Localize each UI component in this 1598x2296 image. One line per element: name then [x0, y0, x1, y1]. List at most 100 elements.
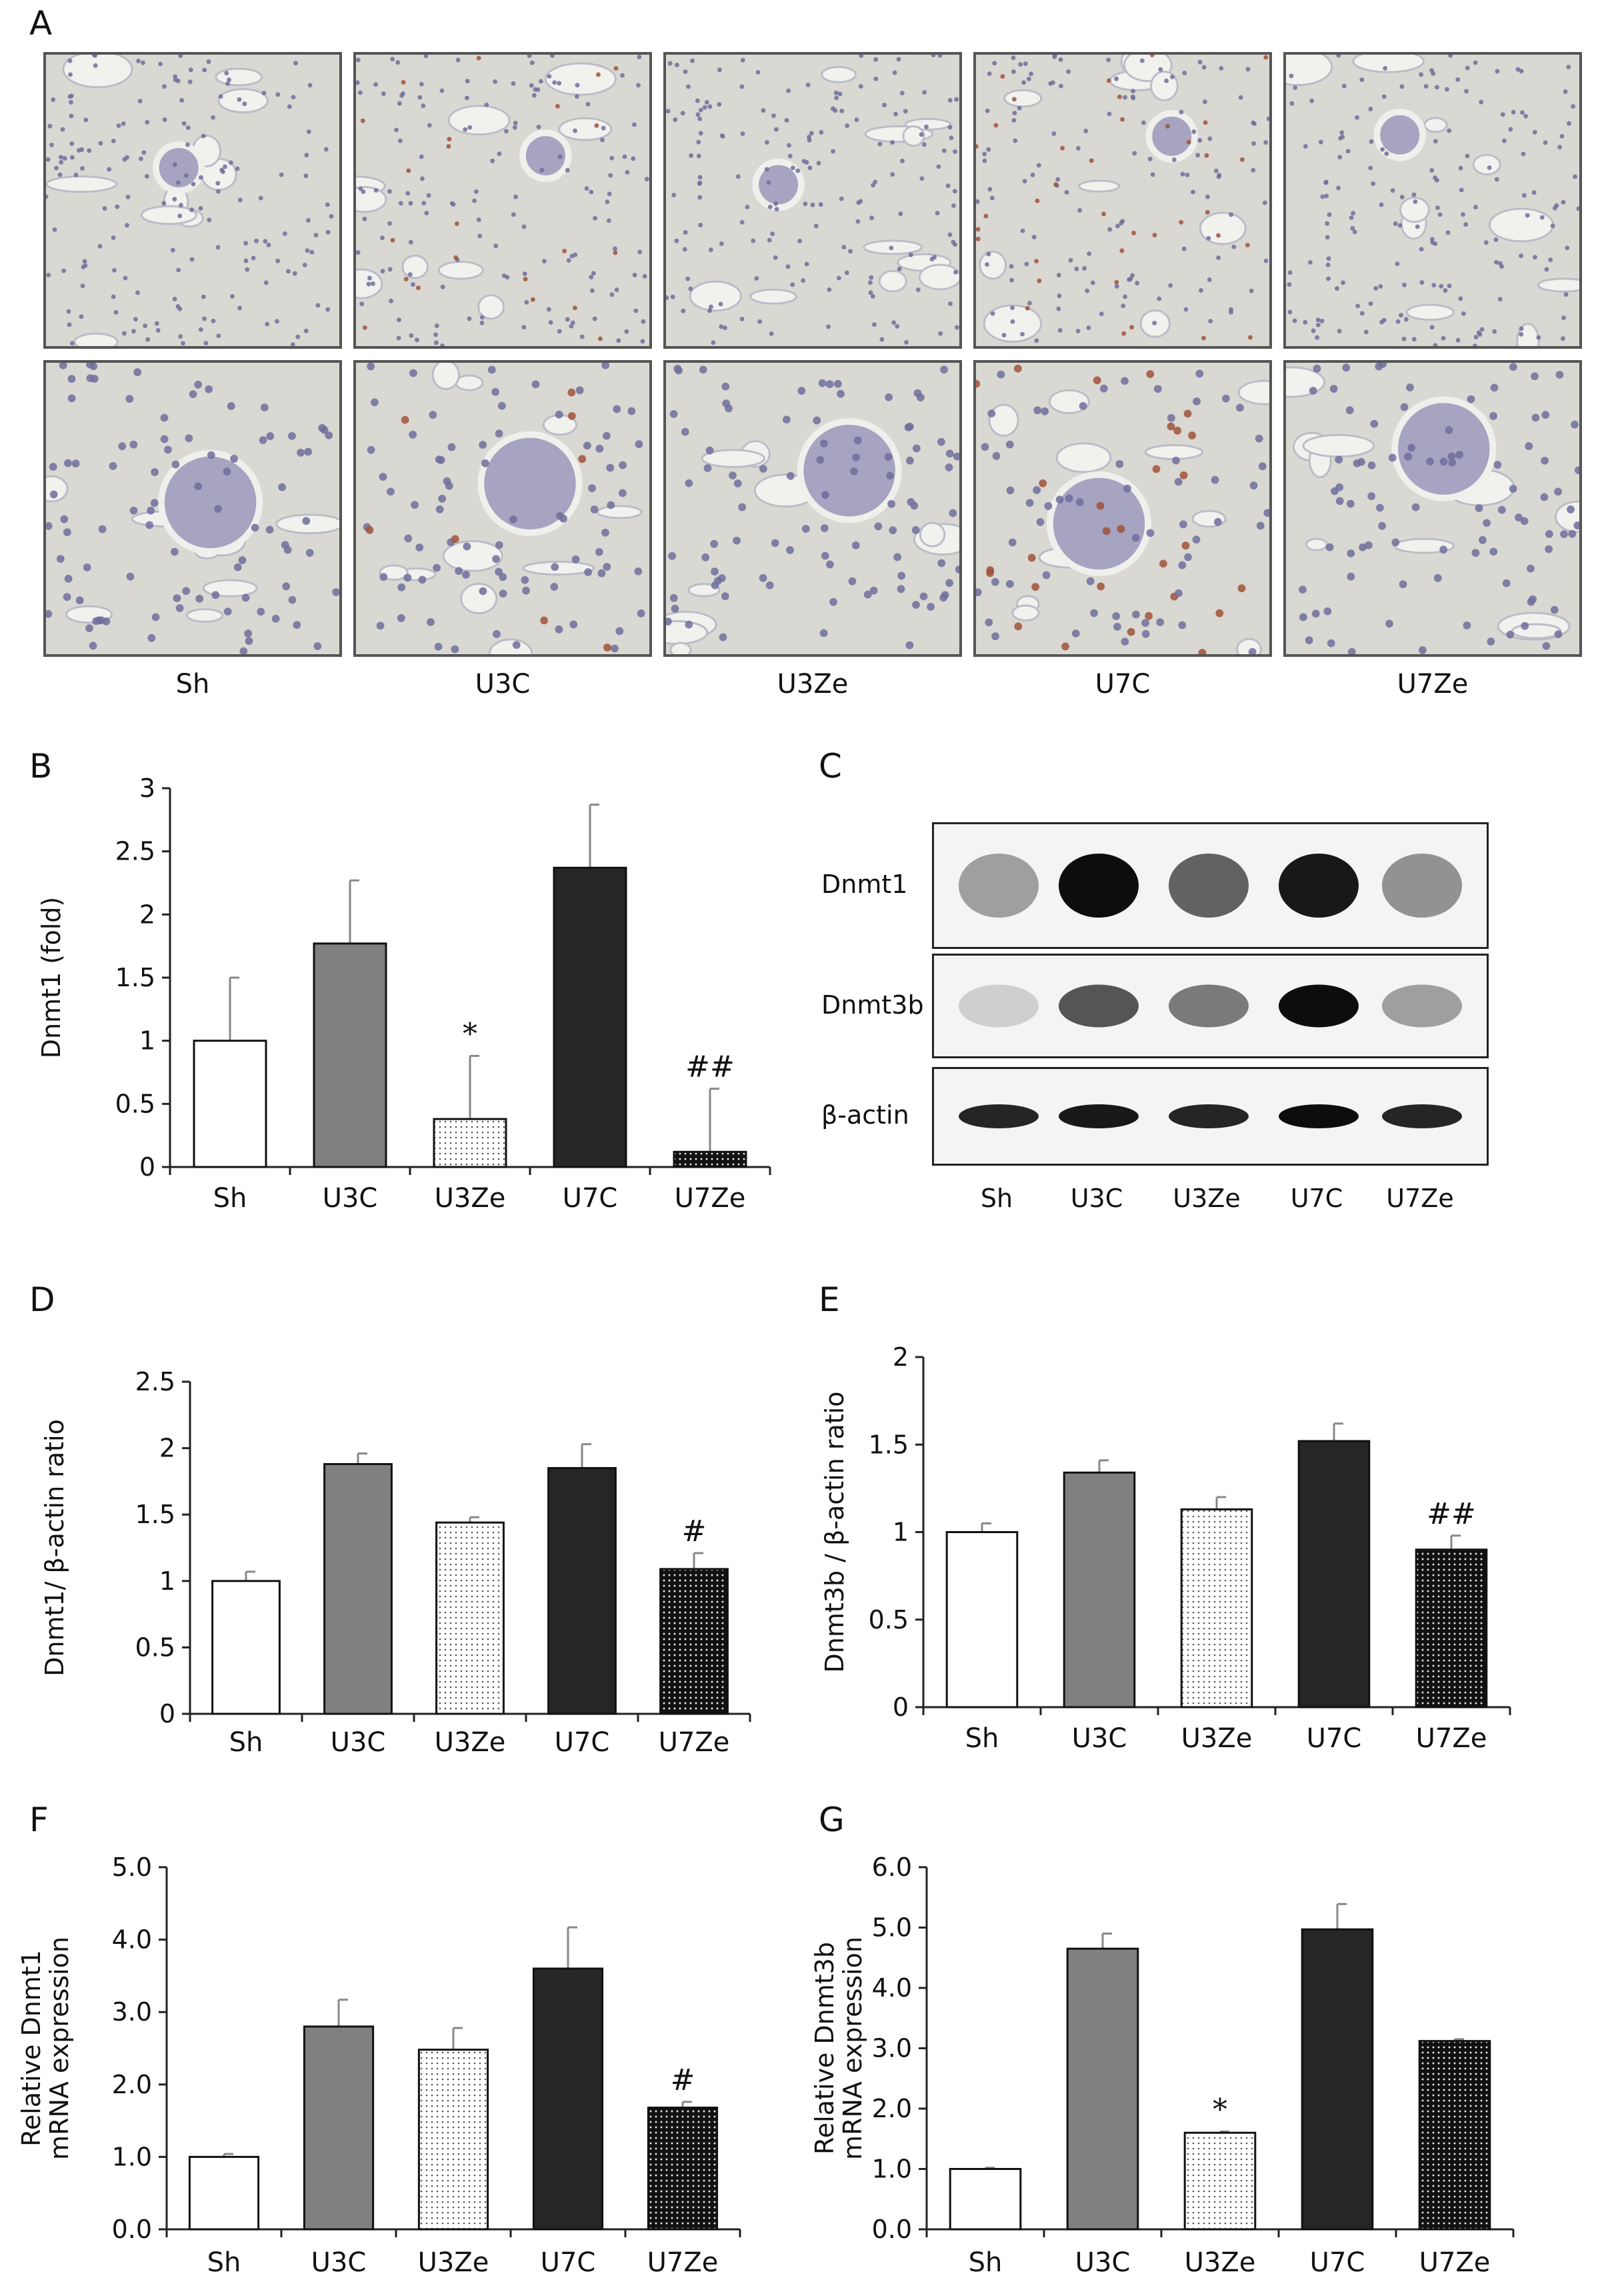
y-tick-label: 1	[159, 1566, 175, 1596]
significance-mark: ##	[1427, 1497, 1476, 1531]
y-axis-label: Relative Dnmt1	[17, 1950, 46, 2147]
blot-band	[1279, 1104, 1359, 1128]
micrograph-label-u3c: U3C	[475, 669, 531, 700]
x-tick-label: U7C	[563, 1183, 618, 1214]
y-tick-label: 2.5	[115, 837, 155, 866]
y-tick-label: 0	[893, 1692, 909, 1722]
panel-letter-g: G	[819, 1801, 845, 1839]
x-tick-label: U3Ze	[435, 1727, 506, 1758]
bar-u7ze	[659, 1568, 729, 1715]
y-tick-label: 1.5	[135, 1500, 175, 1529]
bar-u7c	[547, 1466, 617, 1715]
y-tick-label: 0.5	[869, 1605, 909, 1634]
bar-sh	[193, 1040, 267, 1168]
x-tick-label: Sh	[207, 2247, 241, 2278]
y-axis-label: Dnmt3b / β-actin ratio	[820, 1392, 849, 1673]
x-tick-label: U3Ze	[418, 2247, 489, 2278]
blot-band	[959, 984, 1039, 1028]
y-tick-label: 2.0	[872, 2094, 912, 2123]
blot-lane-label: U3Ze	[1173, 1184, 1241, 1213]
x-tick-label: U7C	[1307, 1723, 1362, 1754]
x-tick-label: U7C	[541, 2247, 596, 2278]
micrograph-u7c-high	[973, 360, 1272, 657]
significance-mark: #	[682, 1514, 707, 1548]
blot-band	[1169, 1104, 1249, 1128]
bar-u7c	[1301, 1928, 1374, 2231]
blot-band	[1382, 1104, 1462, 1128]
panel-letter-d: D	[29, 1280, 55, 1319]
micrograph-sh-low	[43, 52, 342, 349]
bar-u3c	[1066, 1947, 1139, 2231]
y-tick-label: 2	[159, 1434, 175, 1463]
panel-letter-c: C	[819, 747, 842, 786]
blot-band	[1059, 1104, 1139, 1128]
panel-letter-b: B	[29, 747, 53, 786]
x-tick-label: U7Ze	[659, 1727, 730, 1758]
blot-band	[1169, 854, 1249, 918]
panel-letter-a: A	[29, 4, 53, 43]
micrograph-u3c-high	[353, 360, 652, 657]
y-tick-label: 1.5	[869, 1430, 909, 1459]
y-tick-label: 0.0	[112, 2215, 152, 2244]
y-tick-label: 4.0	[872, 1973, 912, 2003]
significance-mark: *	[1213, 2093, 1227, 2127]
x-tick-label: U7C	[555, 1727, 610, 1758]
blot-band	[1382, 984, 1462, 1028]
bar-sh	[945, 1531, 1019, 1708]
y-tick-label: 1.5	[115, 963, 155, 992]
bar-u3c	[1063, 1471, 1136, 1708]
x-tick-label: U7Ze	[675, 1183, 746, 1214]
bar-u7ze	[647, 2107, 719, 2231]
y-tick-label: 5.0	[872, 1913, 912, 1943]
y-tick-label: 2.0	[112, 2070, 152, 2099]
blot-band	[959, 854, 1039, 918]
significance-mark: ##	[685, 1050, 735, 1084]
bar-u7ze	[673, 1150, 747, 1168]
y-tick-label: 1.0	[872, 2155, 912, 2184]
x-tick-label: Sh	[213, 1183, 247, 1214]
bar-u3ze	[1180, 1508, 1253, 1708]
x-tick-label: U3C	[311, 2247, 367, 2278]
x-tick-label: U7C	[1310, 2247, 1365, 2278]
x-tick-label: Sh	[229, 1727, 263, 1758]
y-tick-label: 3.0	[112, 1997, 152, 2027]
y-tick-label: 0	[159, 1699, 175, 1729]
significance-mark: *	[463, 1017, 477, 1051]
x-tick-label: Sh	[965, 1723, 999, 1754]
bar-u7c	[1297, 1440, 1371, 1708]
blot-band	[1279, 984, 1359, 1028]
x-tick-label: U7Ze	[647, 2247, 719, 2278]
x-tick-label: U3C	[323, 1183, 378, 1214]
blot-band	[959, 1104, 1039, 1128]
y-tick-label: 6.0	[872, 1853, 912, 1882]
y-tick-label: 2.5	[135, 1367, 175, 1396]
panel-letter-f: F	[29, 1801, 49, 1839]
y-tick-label: 1	[893, 1518, 909, 1547]
x-tick-label: U3C	[1072, 1723, 1127, 1754]
y-tick-label: 0.5	[135, 1632, 175, 1662]
micrograph-u7c-low	[973, 52, 1272, 349]
bar-u3c	[303, 2025, 375, 2231]
y-tick-label: 0.5	[115, 1089, 155, 1118]
blot-band	[1169, 984, 1249, 1028]
micrograph-u7ze-low	[1283, 52, 1582, 349]
micrograph-u3ze-high	[663, 360, 962, 657]
y-axis-label: Dnmt1 (fold)	[37, 897, 66, 1058]
bar-u3c	[323, 1463, 393, 1715]
bar-u3c	[313, 942, 387, 1168]
micrograph-u7ze-high	[1283, 360, 1582, 657]
x-tick-label: U3Ze	[1185, 2247, 1256, 2278]
bar-u3ze	[417, 2049, 489, 2231]
blot-band	[1382, 854, 1462, 918]
y-tick-label: 3	[139, 774, 155, 803]
micrograph-sh-high	[43, 360, 342, 657]
blot-lane-label: U3C	[1070, 1184, 1123, 1213]
bar-u3ze	[435, 1521, 505, 1715]
blot-row-1	[932, 954, 1489, 1058]
y-axis-label: Dnmt1/ β-actin ratio	[40, 1419, 69, 1676]
bar-u3ze	[1183, 2131, 1257, 2231]
micrograph-label-u3ze: U3Ze	[777, 669, 849, 700]
significance-mark: #	[671, 2063, 695, 2097]
blot-band	[1059, 854, 1139, 918]
micrograph-u3c-low	[353, 52, 652, 349]
